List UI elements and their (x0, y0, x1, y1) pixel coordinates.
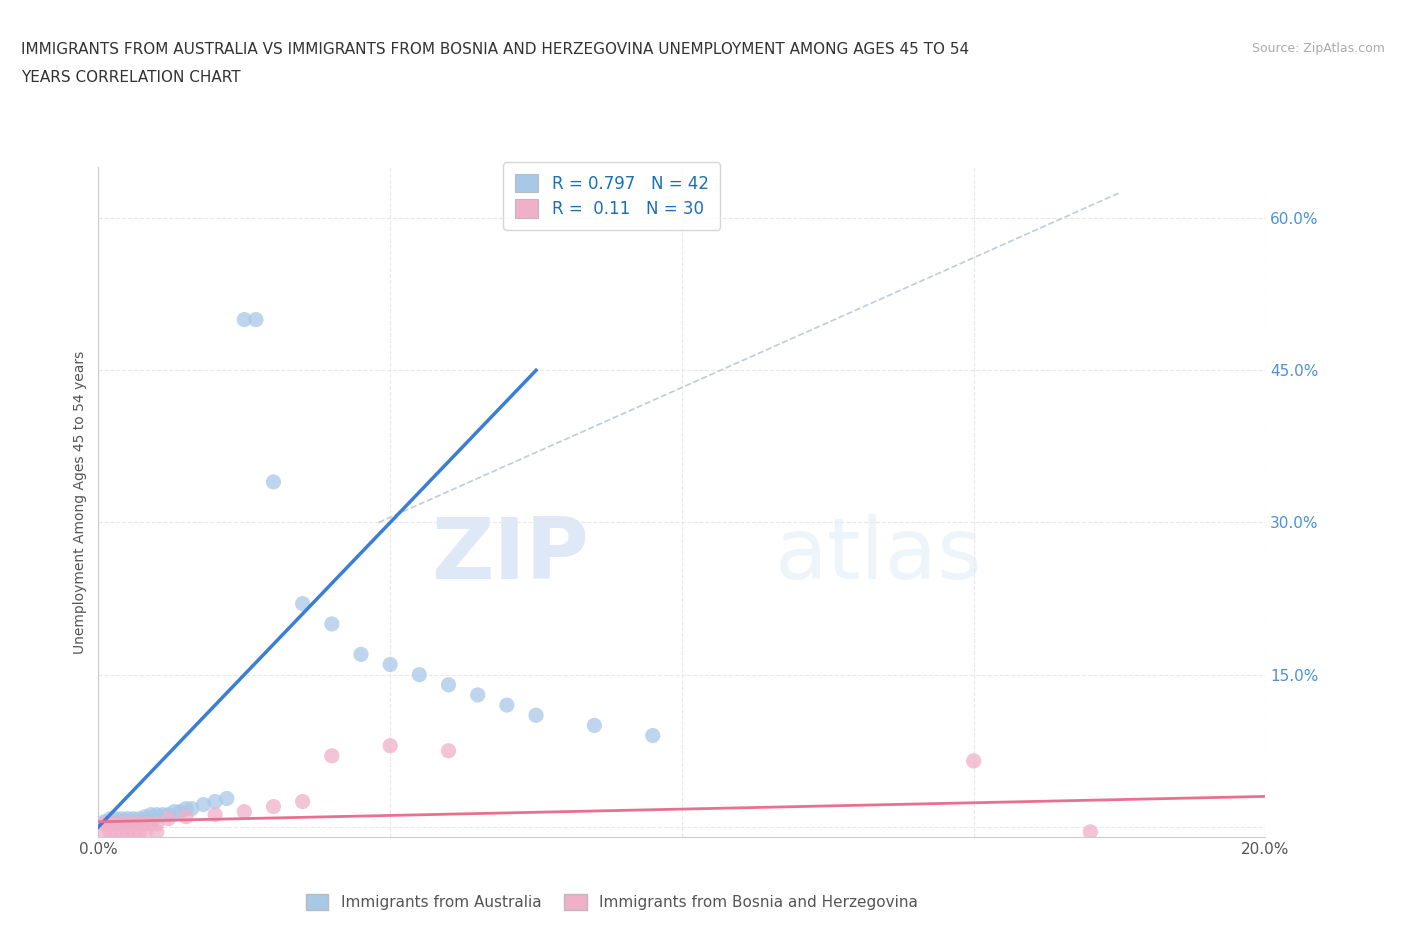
Point (117, 825, 139, 840)
Point (169, 804, 191, 819)
Point (204, 794, 226, 809)
Point (128, 817, 150, 831)
Point (233, 312, 256, 327)
Point (98, 817, 121, 831)
Point (139, 807, 162, 822)
Text: ZIP: ZIP (430, 514, 589, 597)
Point (157, 807, 180, 822)
Point (641, 728, 664, 743)
Text: YEARS CORRELATION CHART: YEARS CORRELATION CHART (21, 70, 240, 85)
Point (93, 815, 115, 830)
Point (128, 825, 150, 840)
Y-axis label: Unemployment Among Ages 45 to 54 years: Unemployment Among Ages 45 to 54 years (73, 351, 87, 654)
Point (134, 815, 156, 830)
Point (111, 825, 134, 840)
Point (122, 817, 145, 831)
Point (128, 811, 150, 826)
Legend: Immigrants from Australia, Immigrants from Bosnia and Herzegovina: Immigrants from Australia, Immigrants fr… (299, 887, 924, 916)
Point (134, 809, 156, 824)
Point (98, 815, 121, 830)
Point (495, 698, 517, 712)
Point (146, 807, 169, 822)
Point (215, 791, 238, 806)
Point (134, 825, 156, 840)
Point (262, 474, 284, 489)
Point (291, 794, 314, 809)
Point (467, 687, 489, 702)
Point (378, 738, 402, 753)
Point (163, 804, 186, 819)
Point (122, 825, 145, 840)
Point (117, 811, 139, 826)
Point (104, 811, 127, 826)
Point (146, 809, 169, 824)
Point (193, 797, 215, 812)
Point (321, 749, 343, 764)
Point (146, 817, 169, 831)
Point (93, 817, 115, 831)
Point (93, 825, 115, 840)
Point (104, 815, 127, 830)
Point (139, 817, 162, 831)
Point (437, 743, 460, 758)
Point (134, 817, 156, 831)
Point (174, 809, 197, 824)
Point (204, 807, 226, 822)
Point (117, 817, 139, 831)
Point (117, 815, 139, 830)
Text: IMMIGRANTS FROM AUSTRALIA VS IMMIGRANTS FROM BOSNIA AND HERZEGOVINA UNEMPLOYMENT: IMMIGRANTS FROM AUSTRALIA VS IMMIGRANTS … (21, 42, 969, 57)
Point (180, 801, 202, 816)
Point (262, 799, 284, 814)
Point (291, 596, 314, 611)
Point (962, 753, 984, 768)
Point (111, 817, 134, 831)
Point (408, 667, 430, 682)
Point (98, 811, 121, 826)
Point (524, 708, 547, 723)
Text: Source: ZipAtlas.com: Source: ZipAtlas.com (1251, 42, 1385, 55)
Point (139, 811, 162, 826)
Point (1080, 825, 1102, 840)
Point (245, 312, 267, 327)
Point (350, 647, 373, 662)
Point (122, 811, 145, 826)
Point (98, 825, 121, 840)
Point (233, 804, 256, 819)
Point (146, 825, 169, 840)
Point (378, 658, 402, 672)
Text: atlas: atlas (775, 514, 983, 597)
Point (437, 677, 460, 692)
Point (157, 811, 180, 826)
Point (174, 801, 197, 816)
Point (104, 825, 127, 840)
Point (321, 617, 343, 631)
Point (583, 718, 606, 733)
Point (111, 815, 134, 830)
Point (128, 815, 150, 830)
Point (104, 817, 127, 831)
Point (122, 815, 145, 830)
Point (152, 807, 174, 822)
Point (111, 811, 134, 826)
